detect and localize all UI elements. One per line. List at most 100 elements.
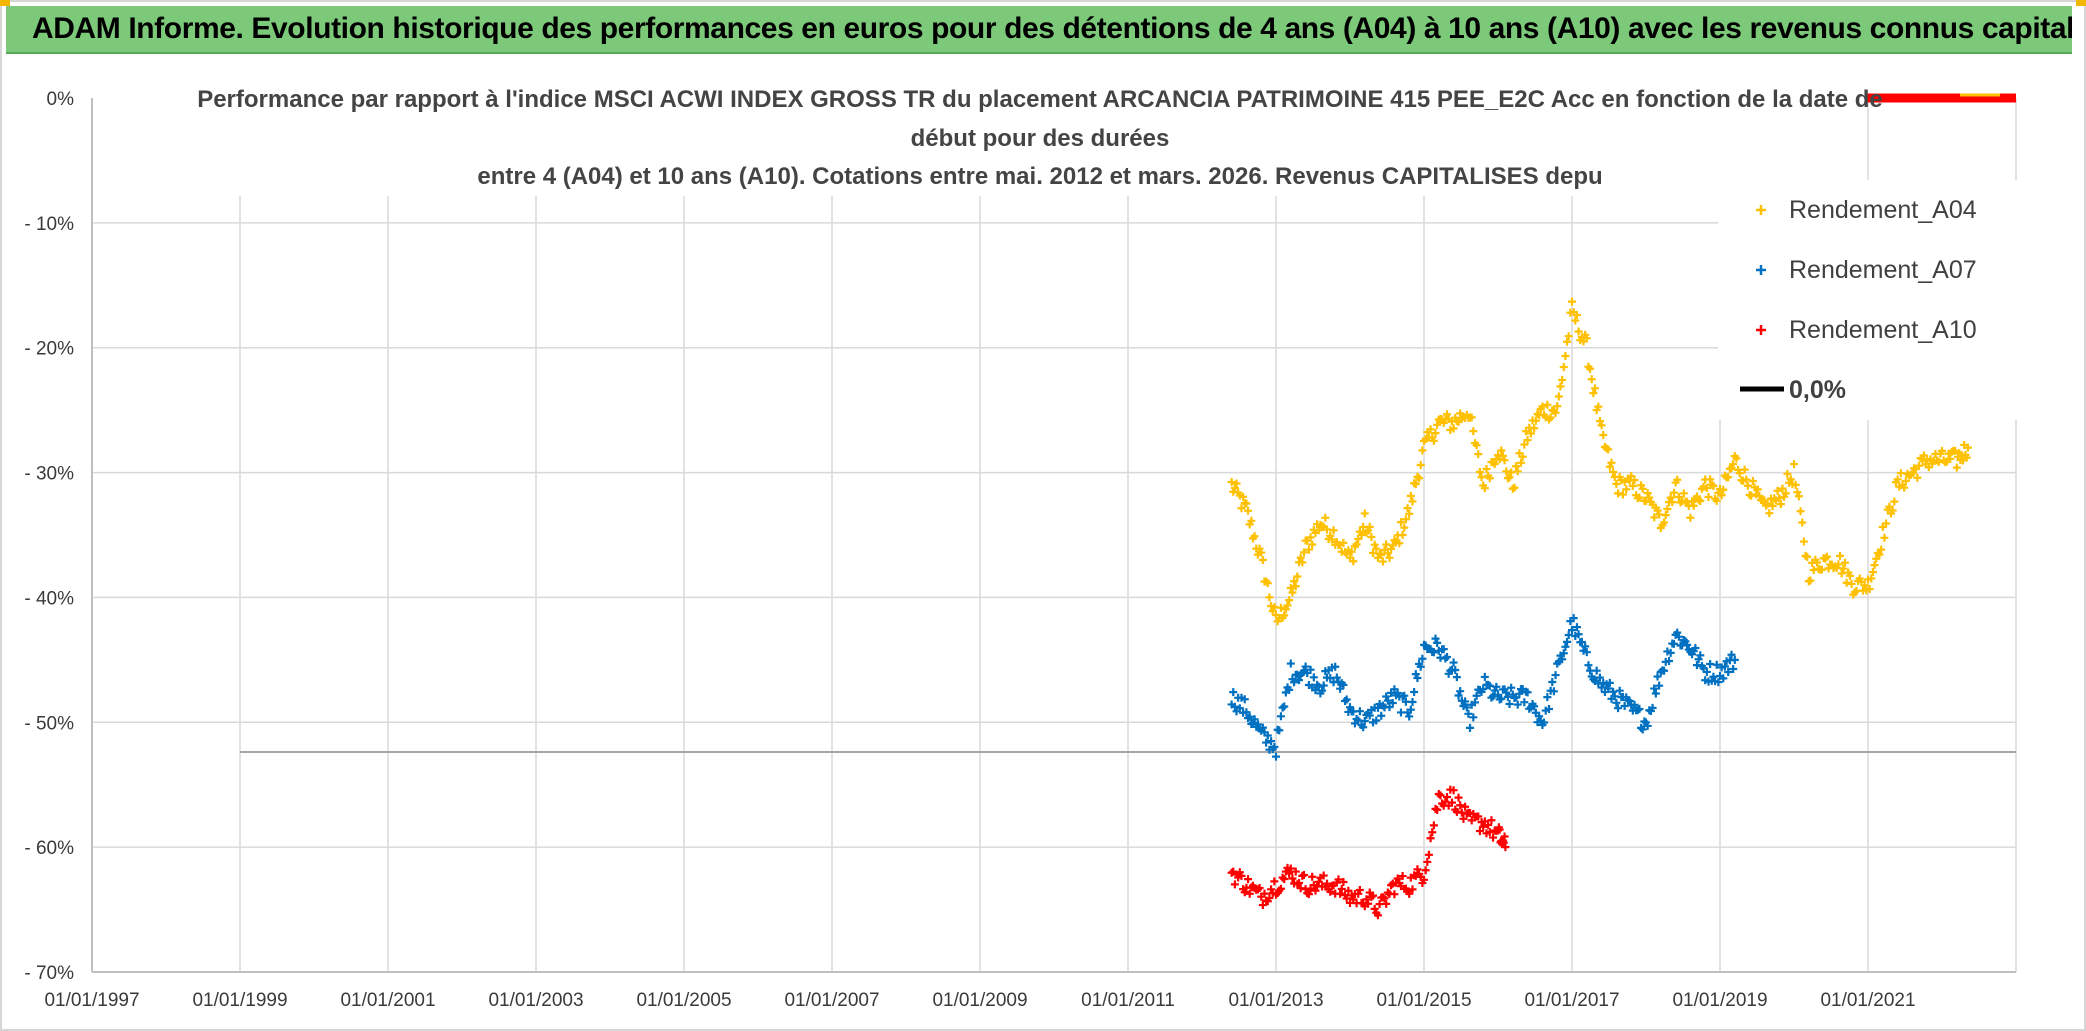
- data-point: [1247, 516, 1256, 525]
- data-point: [1520, 698, 1529, 707]
- data-point: [1382, 692, 1391, 701]
- data-point: [1543, 400, 1552, 409]
- data-point: [1635, 493, 1644, 502]
- data-point: [1472, 691, 1481, 700]
- data-point: [1508, 484, 1517, 493]
- data-point: [1714, 678, 1723, 687]
- data-point: [1270, 743, 1279, 752]
- y-tick-label: 0%: [47, 89, 75, 110]
- data-point: [1651, 689, 1660, 698]
- data-point: [1355, 885, 1364, 894]
- data-point: [1709, 482, 1718, 491]
- data-point: [1304, 545, 1313, 554]
- data-point: [1420, 875, 1428, 884]
- data-point: [1822, 552, 1831, 561]
- data-point: [1462, 703, 1471, 712]
- data-point: [1568, 297, 1576, 306]
- data-point: [1665, 657, 1674, 666]
- data-point: [1276, 712, 1285, 721]
- data-point: [1492, 682, 1501, 691]
- data-point: [1763, 499, 1772, 508]
- data-point: [1285, 869, 1294, 878]
- data-point: [1559, 649, 1568, 658]
- data-point: [1673, 628, 1682, 637]
- data-point: [1584, 661, 1593, 670]
- data-point: [1429, 648, 1438, 657]
- legend-background: [1718, 180, 2018, 420]
- data-point: [1546, 413, 1555, 422]
- data-point: [1265, 894, 1274, 903]
- data-point: [1443, 793, 1452, 802]
- data-point: [1660, 518, 1669, 527]
- data-point: [1423, 857, 1432, 866]
- data-point: [1406, 491, 1415, 500]
- data-point: [1232, 479, 1241, 488]
- chart-title-line: entre 4 (A04) et 10 ans (A10). Cotations…: [477, 163, 1602, 190]
- data-point: [1464, 709, 1473, 718]
- data-point: [1679, 489, 1688, 498]
- data-point: [1495, 825, 1504, 834]
- data-point: [1452, 673, 1461, 682]
- data-point: [1318, 686, 1327, 695]
- data-point: [1630, 476, 1639, 485]
- data-point: [1890, 497, 1899, 506]
- data-point: [1408, 885, 1417, 894]
- data-point: [1322, 879, 1331, 888]
- data-point: [1347, 547, 1356, 556]
- data-point: [1963, 443, 1972, 452]
- data-point: [1531, 416, 1540, 425]
- data-point: [1474, 450, 1483, 459]
- data-point: [1308, 540, 1317, 549]
- data-point: [1293, 572, 1302, 581]
- data-point: [1597, 421, 1606, 430]
- data-point: [1563, 337, 1572, 346]
- data-point: [1429, 436, 1438, 445]
- data-point: [1469, 713, 1478, 722]
- data-point: [1538, 402, 1547, 411]
- data-point: [1319, 871, 1328, 880]
- data-point: [1339, 538, 1348, 547]
- data-point: [1650, 684, 1659, 693]
- data-point: [1530, 702, 1539, 711]
- data-point: [1868, 568, 1877, 577]
- data-point: [1729, 460, 1738, 469]
- x-tick-label: 01/01/2021: [1820, 990, 1915, 1011]
- data-point: [1790, 460, 1798, 469]
- data-point: [1349, 557, 1358, 566]
- data-point: [1865, 585, 1874, 594]
- data-point: [1484, 820, 1493, 829]
- data-point: [1406, 705, 1415, 714]
- title-background: [210, 78, 1860, 196]
- data-point: [1607, 458, 1616, 467]
- chart-title-line: début pour des durées: [911, 125, 1170, 152]
- data-point: [1295, 676, 1304, 685]
- data-point: [1355, 707, 1364, 716]
- data-point: [1360, 716, 1369, 725]
- x-tick-label: 01/01/2019: [1672, 990, 1767, 1011]
- data-point: [1513, 700, 1522, 709]
- data-point: [1717, 491, 1726, 500]
- data-point: [1587, 375, 1596, 384]
- data-point: [1403, 504, 1412, 513]
- data-point: [1308, 872, 1317, 881]
- data-point: [1408, 697, 1417, 706]
- data-point: [1270, 877, 1279, 886]
- data-point: [1689, 501, 1698, 510]
- data-point: [1648, 703, 1657, 712]
- data-point: [1686, 513, 1695, 522]
- data-point: [1712, 660, 1721, 669]
- data-point: [1257, 548, 1266, 557]
- x-tick-label: 01/01/2017: [1524, 990, 1619, 1011]
- data-point: [1291, 582, 1300, 591]
- data-point: [1276, 884, 1285, 893]
- data-point: [1321, 513, 1330, 522]
- data-point: [1793, 488, 1802, 497]
- y-tick-label: - 30%: [24, 464, 74, 485]
- data-point: [1362, 895, 1371, 904]
- data-point: [1513, 467, 1522, 476]
- data-point: [1724, 473, 1733, 482]
- data-point: [1286, 583, 1295, 592]
- data-point: [1791, 480, 1800, 489]
- data-point: [1568, 626, 1576, 635]
- x-tick-label: 01/01/2005: [636, 990, 731, 1011]
